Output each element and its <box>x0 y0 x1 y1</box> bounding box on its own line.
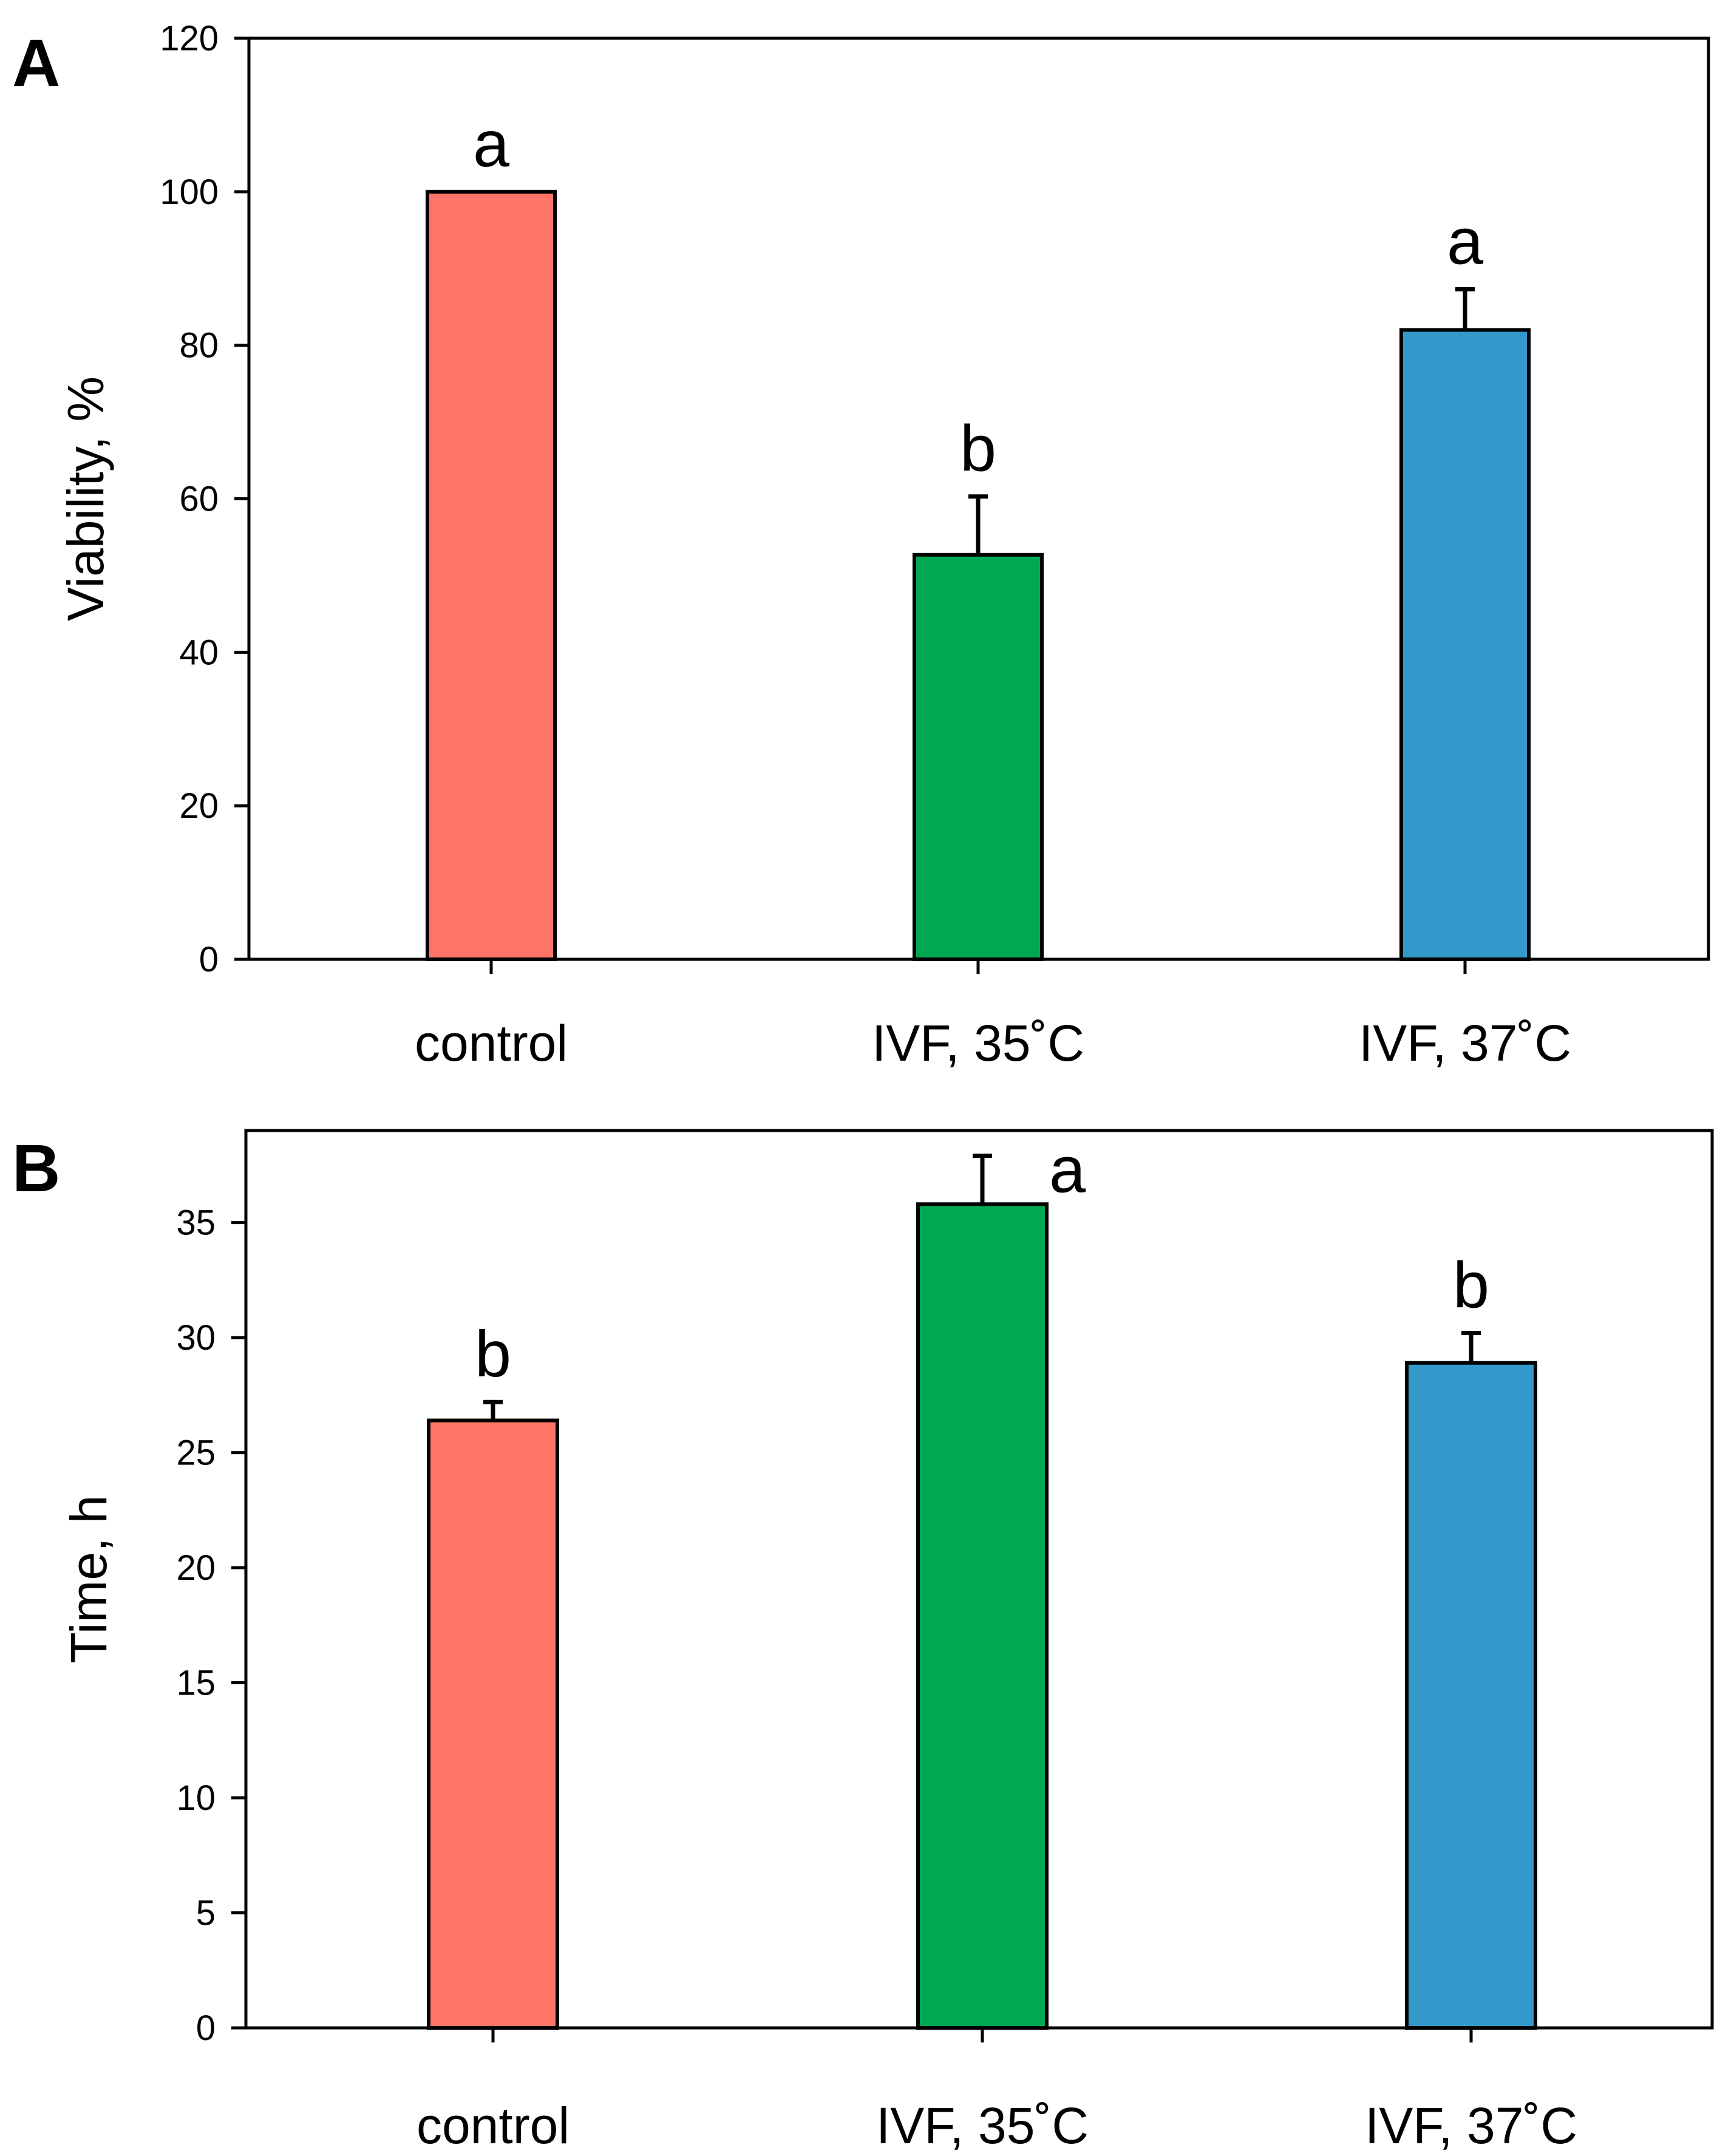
panel-a-y-axis-label: Viability, % <box>57 376 114 621</box>
panel-b-category-label-3: IVF, 37˚C <box>1365 2097 1577 2154</box>
panel-a-category-label-3: IVF, 37˚C <box>1359 1015 1571 1072</box>
panel-b-ytick-label-2: 10 <box>176 1778 216 1818</box>
panel-b-ytick-label-4: 20 <box>176 1548 216 1588</box>
panel-a-bar-2 <box>913 553 1044 961</box>
panel-b-sig-label-1: b <box>475 1317 511 1390</box>
panel-a-ytick-label-0: 0 <box>199 940 219 979</box>
panel-a-ytick-label-1: 20 <box>179 786 219 826</box>
panel-b-ytick-label-3: 15 <box>176 1664 216 1703</box>
panel-b-ytick-label-5: 25 <box>176 1433 216 1473</box>
panel-b-bar-1 <box>427 1418 559 2030</box>
panel-b-sig-label-2: a <box>1049 1133 1086 1206</box>
panel-b-bar-3 <box>1405 1361 1537 2030</box>
panel-b-bar-2 <box>916 1202 1049 2030</box>
panel-b-ytick-label-7: 35 <box>176 1203 216 1243</box>
panel-a-sig-label-2: b <box>960 412 996 485</box>
panel-a-category-label-2: IVF, 35˚C <box>872 1015 1084 1072</box>
panel-a-ytick-label-5: 100 <box>160 172 219 212</box>
panel-a-ytick-label-6: 120 <box>160 19 219 58</box>
panel-a-sig-label-3: a <box>1447 204 1484 277</box>
panel-b-sig-label-3: b <box>1453 1248 1489 1321</box>
panel-a-ytick-label-2: 40 <box>179 633 219 672</box>
panel-a-ytick-label-4: 80 <box>179 326 219 366</box>
panel-a-bar-1 <box>426 189 557 961</box>
panel-a-category-label-1: control <box>415 1015 568 1072</box>
panel-b-category-label-1: control <box>416 2097 570 2154</box>
panel-b-ytick-label-0: 0 <box>196 2008 216 2048</box>
panel-a-letter: A <box>12 26 60 101</box>
panel-b-plot-frame <box>244 1129 1714 2030</box>
panel-a-sig-label-1: a <box>473 107 510 180</box>
panel-a-bar-3 <box>1399 328 1531 962</box>
panel-b-category-label-2: IVF, 35˚C <box>876 2097 1089 2154</box>
panel-b-ytick-label-1: 5 <box>196 1894 216 1933</box>
panel-b-ytick-label-6: 30 <box>176 1318 216 1358</box>
panel-b-y-axis-label: Time, h <box>60 1495 117 1664</box>
panel-b-letter: B <box>12 1131 60 1206</box>
panel-a-ytick-label-3: 60 <box>179 480 219 519</box>
